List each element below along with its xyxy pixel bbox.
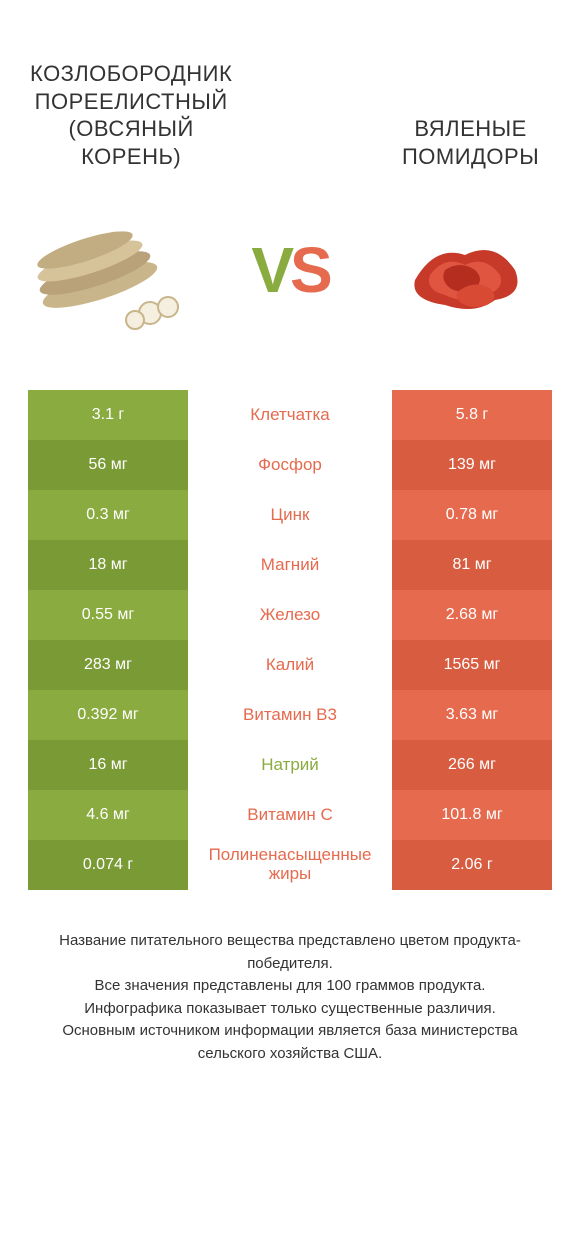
left-value: 16 мг [28, 740, 188, 790]
left-value: 283 мг [28, 640, 188, 690]
right-value: 5.8 г [392, 390, 552, 440]
right-value: 266 мг [392, 740, 552, 790]
vs-row: VS [0, 170, 580, 390]
nutrient-label: Клетчатка [188, 390, 392, 440]
footer-notes: Название питательного вещества представл… [0, 890, 580, 1065]
nutrient-label: Магний [188, 540, 392, 590]
left-value: 0.55 мг [28, 590, 188, 640]
right-value: 0.78 мг [392, 490, 552, 540]
table-row: 3.1 гКлетчатка5.8 г [28, 390, 552, 440]
nutrient-label: Железо [188, 590, 392, 640]
left-value: 3.1 г [28, 390, 188, 440]
salsify-icon [30, 205, 200, 335]
vs-badge: VS [251, 238, 328, 302]
right-value: 101.8 мг [392, 790, 552, 840]
table-row: 0.392 мгВитамин B33.63 мг [28, 690, 552, 740]
table-row: 4.6 мгВитамин C101.8 мг [28, 790, 552, 840]
left-value: 0.392 мг [28, 690, 188, 740]
vs-v: V [251, 238, 290, 302]
table-row: 0.3 мгЦинк0.78 мг [28, 490, 552, 540]
table-row: 0.55 мгЖелезо2.68 мг [28, 590, 552, 640]
left-value: 0.3 мг [28, 490, 188, 540]
table-row: 56 мгФосфор139 мг [28, 440, 552, 490]
left-value: 4.6 мг [28, 790, 188, 840]
right-value: 2.06 г [392, 840, 552, 890]
nutrient-label: Калий [188, 640, 392, 690]
comparison-table: 3.1 гКлетчатка5.8 г56 мгФосфор139 мг0.3 … [0, 390, 580, 890]
footer-line-1: Название питательного вещества представл… [30, 930, 550, 975]
right-value: 3.63 мг [392, 690, 552, 740]
sundried-tomato-icon [380, 205, 550, 335]
footer-line-3: Инфографика показывает только существенн… [30, 998, 550, 1021]
left-value: 0.074 г [28, 840, 188, 890]
vs-s: S [290, 238, 329, 302]
nutrient-label: Фосфор [188, 440, 392, 490]
right-value: 1565 мг [392, 640, 552, 690]
left-product-title: КОЗЛОБОРОДНИК ПОРЕЕЛИСТНЫЙ (ОВСЯНЫЙ КОРЕ… [30, 60, 232, 170]
table-row: 18 мгМагний81 мг [28, 540, 552, 590]
nutrient-label: Витамин C [188, 790, 392, 840]
nutrient-label: Цинк [188, 490, 392, 540]
right-product-title: ВЯЛЕНЫЕ ПОМИДОРЫ [391, 115, 550, 170]
table-row: 0.074 гПолиненасыщенные жиры2.06 г [28, 840, 552, 890]
right-value: 139 мг [392, 440, 552, 490]
footer-line-2: Все значения представлены для 100 граммо… [30, 975, 550, 998]
right-value: 81 мг [392, 540, 552, 590]
nutrient-label: Полиненасыщенные жиры [188, 840, 392, 890]
left-value: 56 мг [28, 440, 188, 490]
right-value: 2.68 мг [392, 590, 552, 640]
table-row: 16 мгНатрий266 мг [28, 740, 552, 790]
left-value: 18 мг [28, 540, 188, 590]
header: КОЗЛОБОРОДНИК ПОРЕЕЛИСТНЫЙ (ОВСЯНЫЙ КОРЕ… [0, 0, 580, 170]
nutrient-label: Натрий [188, 740, 392, 790]
footer-line-4: Основным источником информации является … [30, 1020, 550, 1065]
table-row: 283 мгКалий1565 мг [28, 640, 552, 690]
nutrient-label: Витамин B3 [188, 690, 392, 740]
